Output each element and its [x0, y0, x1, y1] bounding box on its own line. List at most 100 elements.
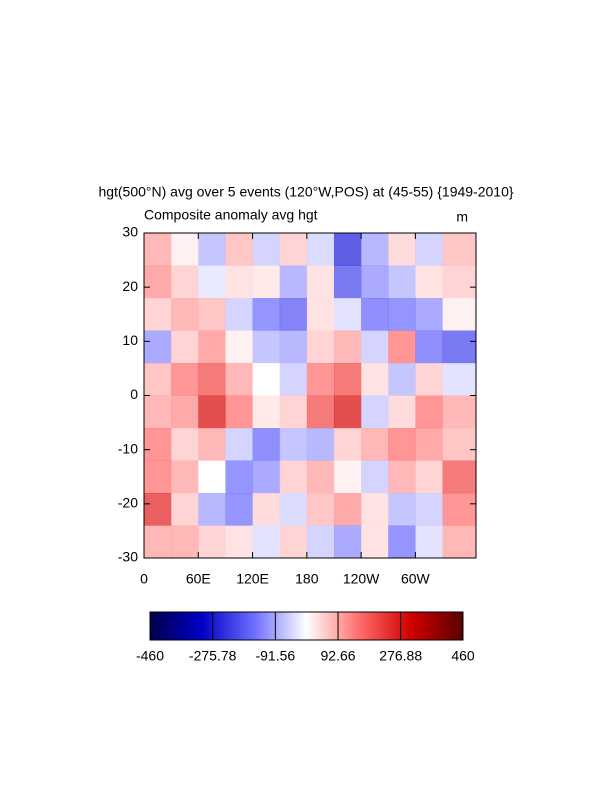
cell — [415, 330, 444, 364]
cell — [171, 233, 199, 266]
cell — [225, 460, 254, 494]
cell — [415, 395, 444, 429]
cell — [171, 265, 199, 299]
field — [144, 233, 477, 559]
cell — [279, 493, 308, 526]
cell — [388, 428, 416, 461]
cell — [144, 428, 172, 461]
cell — [144, 363, 172, 396]
cell — [442, 233, 477, 266]
cell — [306, 265, 335, 299]
cell — [388, 460, 416, 494]
cell — [442, 363, 477, 396]
cell — [306, 493, 335, 526]
cell — [415, 265, 444, 299]
cell — [171, 493, 199, 526]
x-tick-label: 120E — [236, 571, 269, 587]
cell — [442, 330, 477, 364]
cell — [171, 298, 199, 331]
cell — [252, 298, 281, 331]
cell — [415, 298, 444, 331]
cell — [361, 363, 389, 396]
cell — [198, 395, 226, 429]
cell — [306, 460, 335, 494]
cell — [225, 428, 254, 461]
cell — [361, 330, 389, 364]
cell — [144, 395, 172, 429]
cell — [279, 525, 308, 559]
cell — [279, 395, 308, 429]
cell — [171, 460, 199, 494]
cell — [225, 330, 254, 364]
cell — [333, 265, 362, 299]
cell — [252, 330, 281, 364]
cell — [415, 233, 444, 266]
cell — [442, 460, 477, 494]
cell — [225, 395, 254, 429]
cell — [333, 395, 362, 429]
cell — [388, 265, 416, 299]
cell — [388, 363, 416, 396]
cell — [388, 395, 416, 429]
cell — [198, 428, 226, 461]
subtitle: Composite anomaly avg hgt — [144, 207, 318, 223]
colorbar-label: 460 — [451, 648, 475, 664]
cell — [144, 298, 172, 331]
cell — [306, 525, 335, 559]
cell — [252, 233, 281, 266]
colorbar-label: 276.88 — [379, 648, 422, 664]
y-tick-label: 20 — [122, 278, 138, 294]
cell — [306, 363, 335, 396]
cell — [252, 428, 281, 461]
cell — [361, 525, 389, 559]
cell — [279, 363, 308, 396]
cell — [306, 298, 335, 331]
colorbar-label: -460 — [136, 648, 164, 664]
cell — [198, 298, 226, 331]
cell — [333, 330, 362, 364]
cell — [279, 265, 308, 299]
cell — [198, 265, 226, 299]
cell — [171, 330, 199, 364]
cell — [171, 428, 199, 461]
cell — [225, 493, 254, 526]
cell — [333, 298, 362, 331]
units: m — [456, 209, 468, 225]
cell — [333, 525, 362, 559]
cell — [144, 265, 172, 299]
colorbar-label: -275.78 — [189, 648, 237, 664]
cell — [252, 265, 281, 299]
cell — [388, 298, 416, 331]
cell — [198, 330, 226, 364]
cell — [198, 493, 226, 526]
colorbar-label: 92.66 — [321, 648, 356, 664]
cell — [171, 363, 199, 396]
cell — [252, 460, 281, 494]
cell — [252, 395, 281, 429]
colorbar-label: -91.56 — [255, 648, 295, 664]
cell — [225, 298, 254, 331]
cell — [171, 525, 199, 559]
cell — [252, 493, 281, 526]
cell — [442, 265, 477, 299]
x-tick-label: 60E — [186, 571, 211, 587]
cell — [415, 460, 444, 494]
cell — [361, 493, 389, 526]
cell — [333, 460, 362, 494]
cell — [252, 363, 281, 396]
cell — [198, 525, 226, 559]
cell — [144, 460, 172, 494]
cell — [225, 525, 254, 559]
y-tick-label: 0 — [130, 386, 138, 402]
y-tick-label: 30 — [122, 224, 138, 240]
cell — [144, 493, 172, 526]
cell — [198, 363, 226, 396]
cell — [415, 428, 444, 461]
cell — [252, 525, 281, 559]
cell — [144, 330, 172, 364]
cell — [388, 493, 416, 526]
cell — [225, 363, 254, 396]
cell — [415, 363, 444, 396]
cell — [333, 493, 362, 526]
cell — [442, 493, 477, 526]
